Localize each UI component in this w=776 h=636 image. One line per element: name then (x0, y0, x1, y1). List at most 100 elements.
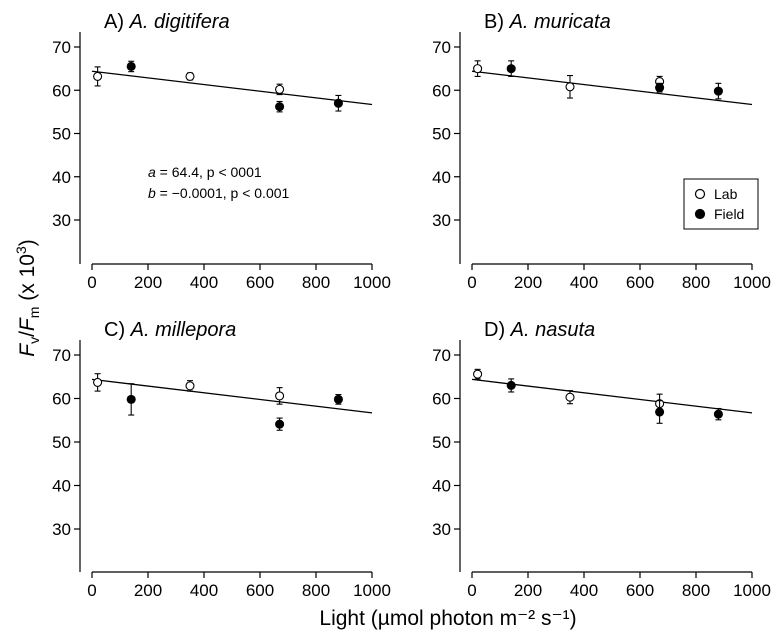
panel-letter: A) (104, 11, 130, 33)
field-point (713, 409, 723, 419)
regression-line (471, 378, 753, 414)
x-tick-label: 600 (626, 581, 654, 600)
y-tick-label: 60 (52, 81, 71, 100)
y-label-sub-v: v (26, 337, 42, 344)
lab-point (473, 64, 483, 74)
y-tick-label: 60 (432, 81, 451, 100)
y-axis-label: Fv/Fm (x 103) (13, 239, 42, 357)
x-tick-label: 1000 (733, 273, 771, 292)
annotation-text: = −0.0001, p < 0.001 (156, 185, 290, 201)
lab-point (93, 71, 103, 81)
annotation-text: = 64.4, p < 0001 (156, 164, 262, 180)
field-point (655, 407, 665, 417)
y-label-sub-m: m (26, 307, 42, 319)
y-label-slash: / (16, 331, 39, 337)
annotation-b: b = −0.0001, p < 0.001 (148, 185, 290, 201)
y-tick-label: 70 (52, 346, 71, 365)
x-tick-label: 200 (134, 273, 162, 292)
field-point (333, 98, 343, 108)
field-point (655, 83, 665, 93)
y-tick-label: 40 (432, 477, 451, 496)
x-tick-label: 800 (682, 581, 710, 600)
legend-field-marker (694, 208, 706, 220)
panel-a: 30 40 50 60 70 0 200 400 600 800 1000 A) A. digitif… (52, 11, 391, 292)
x-tick-label: 800 (302, 273, 330, 292)
legend-lab-marker (694, 188, 706, 200)
y-label-sup: 3 (13, 246, 29, 254)
regression-line (471, 70, 753, 106)
y-tick-label: 30 (432, 520, 451, 539)
y-label-f: F (16, 317, 39, 331)
panel-letter: D) (484, 319, 511, 341)
species-name: A. nasuta (510, 319, 596, 341)
y-label-f: F (16, 343, 39, 357)
x-tick-label: 0 (467, 581, 476, 600)
x-tick-label: 1000 (353, 581, 391, 600)
x-tick-label: 0 (467, 273, 476, 292)
x-tick-label: 400 (190, 273, 218, 292)
panel-b: 30 40 50 60 70 0 200 400 600 800 1000 B) A. muricat… (432, 11, 771, 292)
lab-point (565, 392, 575, 402)
panel-title: B) A. muricata (484, 11, 611, 33)
y-tick-label: 40 (52, 168, 71, 187)
x-tick-label: 400 (190, 581, 218, 600)
annotation-var: a (148, 164, 156, 180)
y-tick-label: 60 (52, 390, 71, 409)
field-point (506, 64, 516, 74)
field-point (275, 419, 285, 429)
panel-title: D) A. nasuta (484, 319, 595, 341)
y-tick-label: 30 (52, 520, 71, 539)
x-tick-label: 1000 (733, 581, 771, 600)
species-name: A. digitifera (129, 11, 230, 33)
panel-letter: C) (104, 319, 131, 341)
lab-point (185, 381, 195, 391)
x-tick-label: 600 (246, 273, 274, 292)
panel-d: 30 40 50 60 70 0 200 400 600 800 1000 D) A. nasuta (432, 319, 771, 600)
legend: Lab Field (683, 178, 759, 230)
lab-point (473, 369, 483, 379)
panel-title: C) A. millepora (104, 319, 236, 341)
field-point (126, 61, 136, 72)
y-tick-label: 30 (52, 211, 71, 230)
annotation-a: a = 64.4, p < 0001 (148, 164, 262, 180)
lab-point (275, 84, 285, 94)
y-tick-label: 50 (432, 125, 451, 144)
legend-lab-label: Lab (714, 186, 738, 202)
y-tick-label: 50 (432, 433, 451, 452)
panel-title: A) A. digitifera (104, 11, 230, 33)
lab-point (185, 71, 195, 81)
y-tick-label: 70 (432, 346, 451, 365)
x-tick-label: 200 (134, 581, 162, 600)
x-tick-label: 0 (87, 581, 96, 600)
y-tick-label: 40 (432, 168, 451, 187)
regression-line (91, 70, 373, 106)
field-point (506, 380, 516, 391)
regression-line (91, 378, 373, 414)
y-tick-label: 30 (432, 211, 451, 230)
x-tick-label: 400 (570, 581, 598, 600)
x-tick-label: 0 (87, 273, 96, 292)
x-tick-label: 600 (246, 581, 274, 600)
panel-letter: B) (484, 11, 510, 33)
y-tick-label: 70 (432, 38, 451, 57)
lab-point (275, 391, 285, 401)
x-tick-label: 200 (514, 581, 542, 600)
y-tick-label: 40 (52, 477, 71, 496)
y-tick-label: 60 (432, 390, 451, 409)
field-point (333, 394, 343, 404)
field-point (275, 102, 285, 112)
panel-c: 30 40 50 60 70 0 200 400 600 800 1000 C) A. millepo… (52, 319, 391, 600)
y-tick-label: 70 (52, 38, 71, 57)
x-tick-label: 600 (626, 273, 654, 292)
species-name: A. millepora (130, 319, 237, 341)
annotation-var: b (148, 185, 156, 201)
field-point (713, 86, 723, 96)
x-tick-label: 800 (682, 273, 710, 292)
y-label-paren: (x 10 (16, 254, 39, 307)
y-tick-label: 50 (52, 125, 71, 144)
x-axis-label: Light (µmol photon m⁻² s⁻¹) (319, 607, 576, 630)
species-name: A. muricata (509, 11, 611, 33)
lab-point (565, 82, 575, 92)
x-tick-label: 400 (570, 273, 598, 292)
